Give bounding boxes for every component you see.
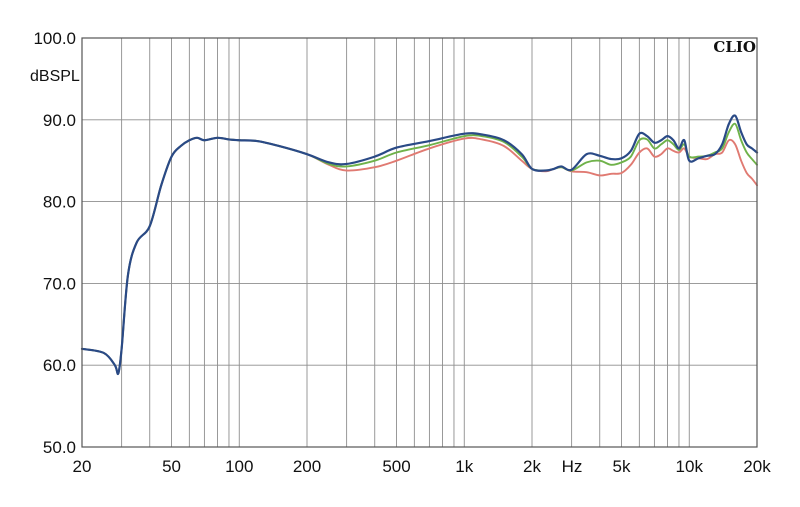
grid-layer: [82, 38, 757, 447]
y-tick-label: 70.0: [43, 274, 76, 293]
x-tick-label: 1k: [455, 457, 473, 476]
y-tick-label: 100.0: [33, 29, 76, 48]
y-tick-label: 80.0: [43, 193, 76, 212]
x-tick-label: 10k: [676, 457, 704, 476]
series-layer: [80, 114, 759, 376]
x-tick-label: 20k: [743, 457, 771, 476]
y-axis-label: dBSPL: [30, 68, 80, 85]
y-tick-label: 90.0: [43, 111, 76, 130]
x-tick-label: 500: [382, 457, 410, 476]
clio-brand-label: CLIO: [713, 38, 756, 56]
x-unit-label: Hz: [562, 457, 583, 476]
plot-frame: [81, 37, 758, 448]
x-tick-label: 20: [73, 457, 92, 476]
y-tick-label: 60.0: [43, 356, 76, 375]
y-tick-label: 50.0: [43, 438, 76, 457]
tick-label-layer: 50.0 60.0 70.0 80.0 90.0 100.0 20 50 100 200 500 1k…: [33, 29, 771, 476]
x-tick-label: 50: [162, 457, 181, 476]
x-tick-label: 5k: [613, 457, 631, 476]
x-tick-label: 200: [293, 457, 321, 476]
x-tick-label: 2k: [523, 457, 541, 476]
response-curve-blue: [80, 114, 759, 376]
x-tick-label: 100: [225, 457, 253, 476]
